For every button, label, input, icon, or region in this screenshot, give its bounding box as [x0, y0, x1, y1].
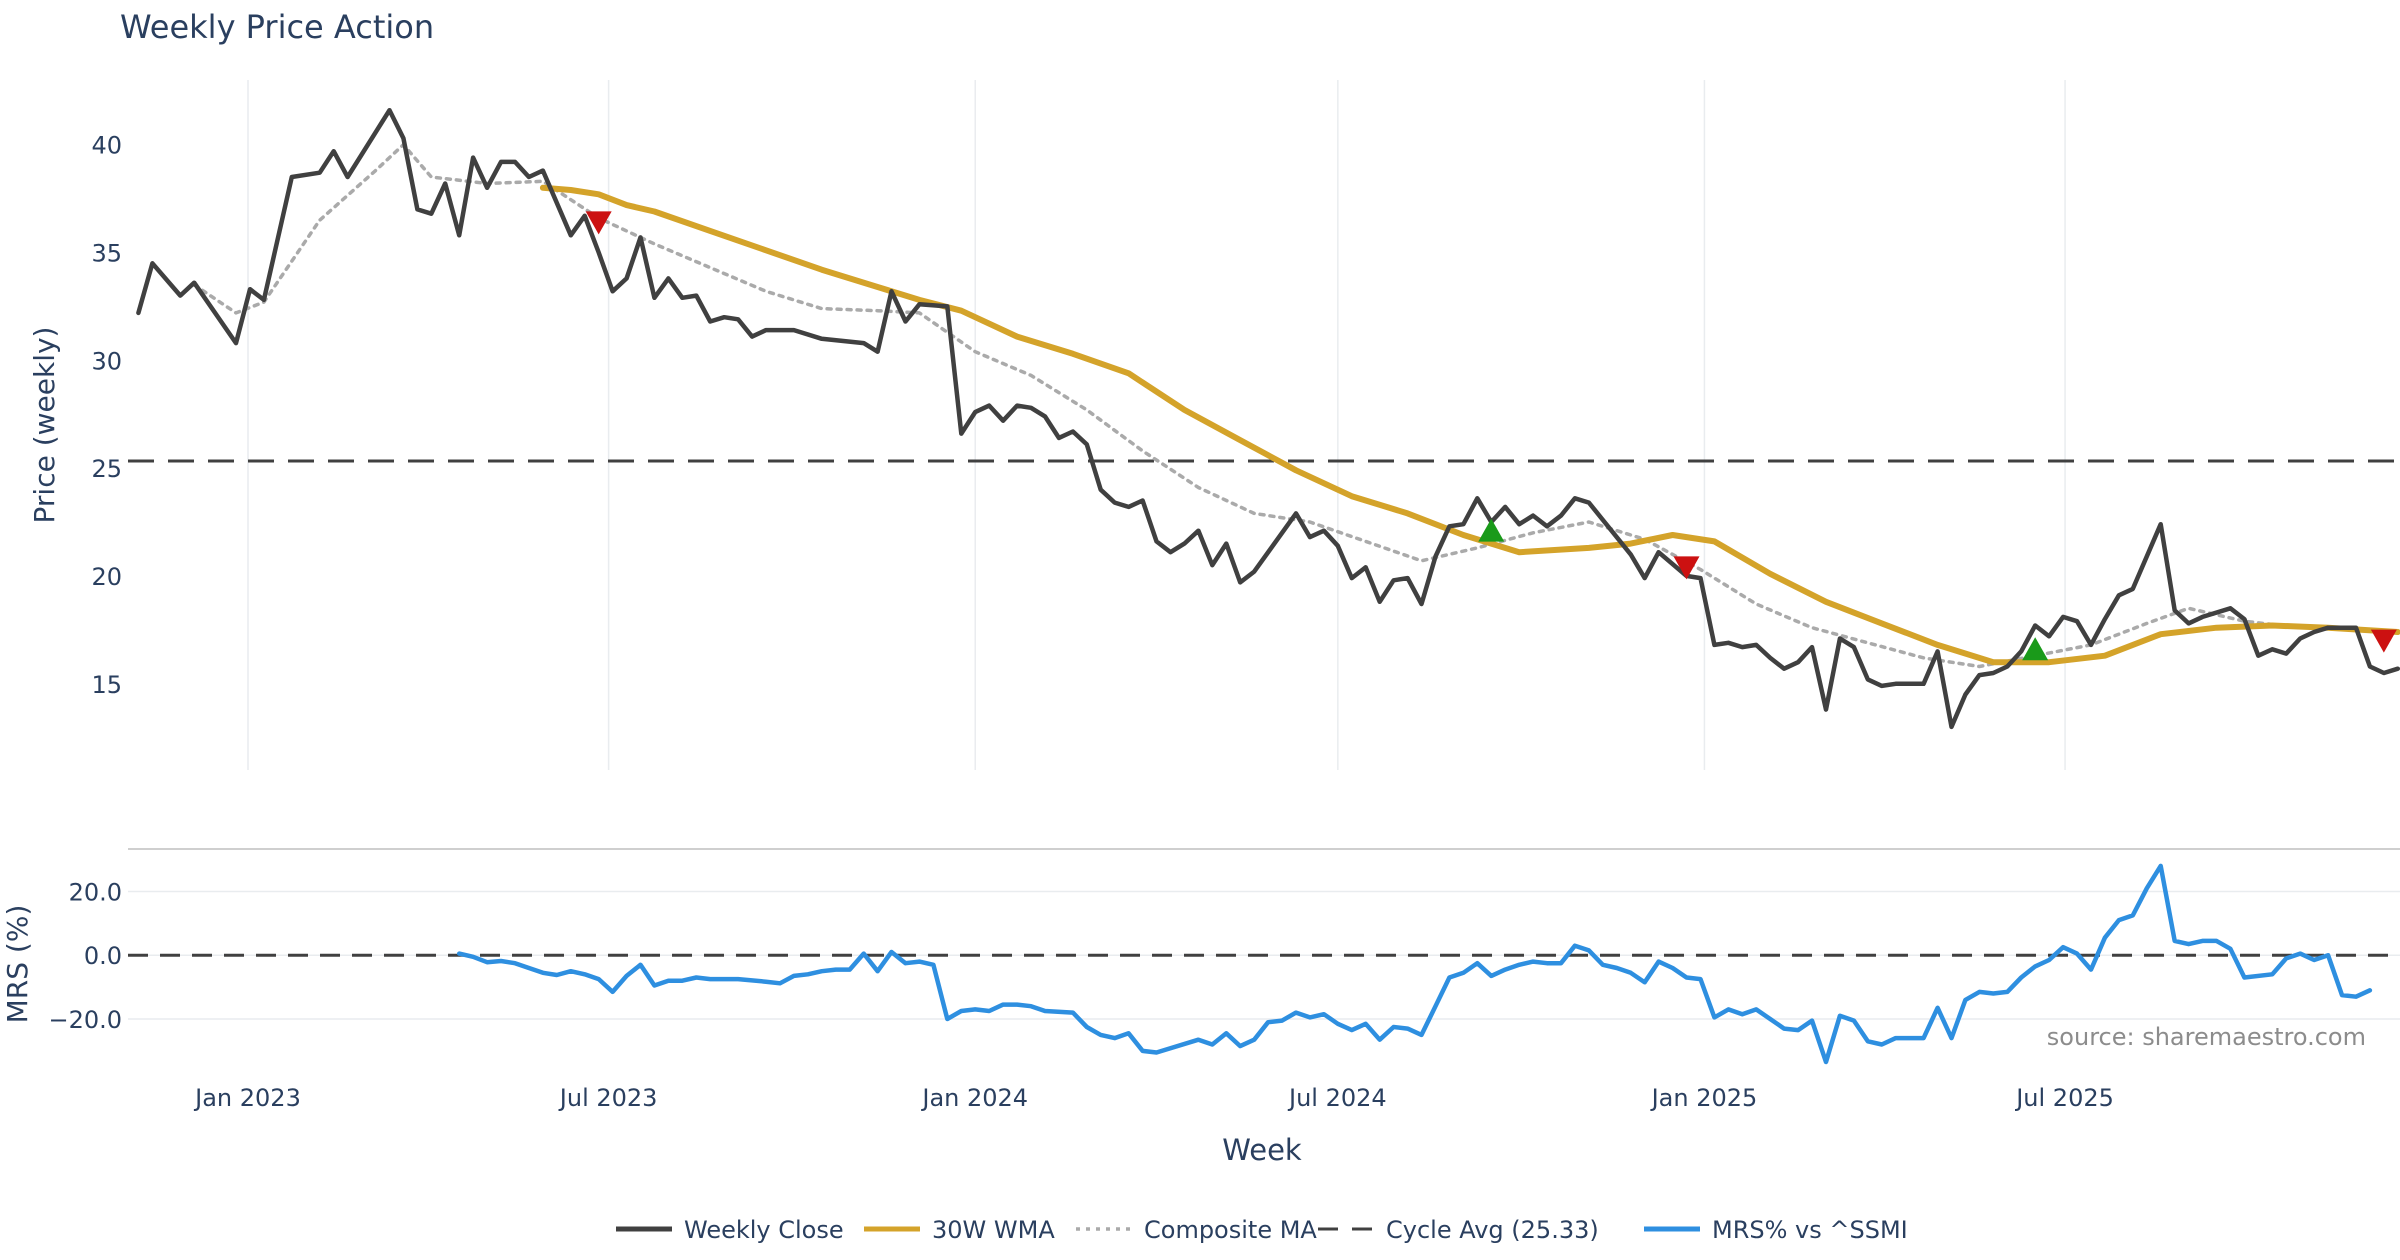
price-y-ticks: 15 20 25 30 35 40 [91, 132, 122, 699]
weekly-close-line [136, 107, 2400, 730]
x-tick-label: Jul 2024 [1287, 1084, 1387, 1112]
x-tick-label: Jul 2023 [558, 1084, 658, 1112]
composite-ma-line [192, 142, 2358, 669]
x-axis-label: Week [1222, 1133, 1302, 1167]
chart-title: Weekly Price Action [120, 8, 434, 46]
mrs-series [456, 863, 2373, 1065]
buy-signal-marker [1478, 518, 1505, 542]
legend: Weekly Close 30W WMA Composite MA Cycle Avg… [616, 1216, 1908, 1244]
x-tick-label: Jan 2023 [193, 1084, 301, 1112]
price-y-tick-label: 25 [91, 455, 122, 483]
x-tick-label: Jul 2025 [2014, 1084, 2114, 1112]
mrs-y-ticks: 20.0 0.0 −20.0 [48, 878, 122, 1034]
legend-label: 30W WMA [932, 1216, 1055, 1244]
legend-label: Cycle Avg (25.33) [1386, 1216, 1599, 1244]
signal-markers [585, 211, 2397, 661]
sell-signal-marker [2370, 629, 2397, 653]
sell-signal-marker [1673, 556, 1700, 580]
30w-wma-line [539, 184, 2400, 666]
mrs-y-tick-label: 20.0 [69, 878, 122, 906]
price-series [136, 107, 2400, 730]
legend-label: MRS% vs ^SSMI [1712, 1216, 1908, 1244]
x-tick-label: Jan 2025 [1650, 1084, 1758, 1112]
price-y-tick-label: 20 [91, 563, 122, 591]
legend-label: Composite MA [1144, 1216, 1317, 1244]
price-y-tick-label: 15 [91, 671, 122, 699]
x-tick-label: Jan 2024 [920, 1084, 1028, 1112]
source-credit: source: sharemaestro.com [2047, 1023, 2366, 1051]
mrs-y-tick-label: 0.0 [84, 942, 122, 970]
sell-signal-marker [585, 211, 612, 235]
price-y-tick-label: 30 [91, 347, 122, 375]
price-y-tick-label: 40 [91, 132, 122, 160]
buy-signal-marker [2022, 637, 2049, 661]
x-ticks: Jan 2023 Jul 2023 Jan 2024 Jul 2024 Jan 2025… [193, 1084, 2114, 1112]
mrs-y-tick-label: −20.0 [48, 1006, 122, 1034]
price-y-tick-label: 35 [91, 240, 122, 268]
price-y-axis-label: Price (weekly) [28, 327, 61, 524]
legend-label: Weekly Close [684, 1216, 844, 1244]
mrs-y-axis-label: MRS (%) [1, 905, 34, 1024]
mrs-line [456, 863, 2373, 1065]
